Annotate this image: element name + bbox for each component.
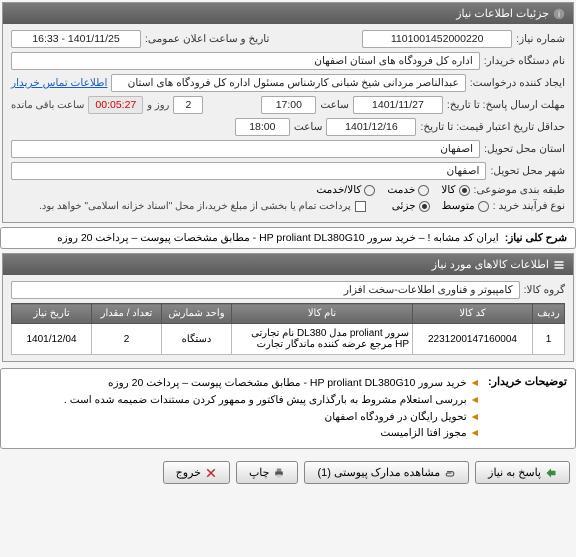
items-col-5: تاریخ نیاز — [12, 304, 92, 324]
radio-goods[interactable]: کالا — [441, 184, 469, 196]
radio-partial[interactable]: جزئی — [392, 200, 430, 212]
table-cell: 2 — [92, 324, 162, 355]
note-line: ◄ مجوز افتا الزامیست — [64, 425, 480, 442]
validity-label: حداقل تاریخ اعتبار قیمت: تا تاریخ: — [420, 121, 565, 133]
bullet-icon: ◄ — [467, 411, 480, 423]
attachments-button[interactable]: مشاهده مدارک پیوستی (1) — [304, 461, 469, 484]
topic-radio-group: کالا خدمت کالا/خدمت — [316, 184, 469, 196]
contact-link[interactable]: اطلاعات تماس خریدار — [11, 77, 107, 89]
announce-label: تاریخ و ساعت اعلان عمومی: — [145, 33, 269, 45]
need-desc-label: شرح کلی نیاز: — [505, 232, 567, 244]
validity-date-field: 1401/12/16 — [326, 118, 416, 136]
items-col-1: کد کالا — [413, 304, 533, 324]
topic-class-label: طبقه بندی موضوعی: — [474, 184, 565, 196]
time-label-1: ساعت — [320, 99, 349, 111]
day-label: روز و — [147, 100, 169, 111]
need-number-label: شماره نیاز: — [516, 33, 565, 45]
partial-payment-checkbox[interactable] — [355, 201, 366, 212]
remaining-label: ساعت باقی مانده — [11, 100, 84, 111]
partial-payment-note: پرداخت تمام یا بخشی از مبلغ خرید،از محل … — [39, 201, 351, 212]
delivery-province-label: استان محل تحویل: — [484, 143, 565, 155]
items-col-2: نام کالا — [232, 304, 413, 324]
items-panel-title: اطلاعات کالاهای مورد نیاز — [432, 258, 549, 271]
table-cell: سرور proliant مدل DL380 نام تجارتی HP مر… — [232, 324, 413, 355]
time-label-2: ساعت — [294, 121, 323, 133]
button-bar: پاسخ به نیاز مشاهده مدارک پیوستی (1) چاپ… — [0, 455, 576, 490]
deadline-time-field: 17:00 — [261, 96, 316, 114]
table-cell: 1 — [533, 324, 565, 355]
items-col-0: ردیف — [533, 304, 565, 324]
purchase-type-group: متوسط جزئی — [392, 200, 489, 212]
items-col-3: واحد شمارش — [162, 304, 232, 324]
radio-service[interactable]: خدمت — [387, 184, 429, 196]
requester-label: ایجاد کننده درخواست: — [470, 77, 565, 89]
radio-partial-dot — [419, 201, 430, 212]
reply-icon — [545, 467, 557, 479]
validity-time-field: 18:00 — [235, 118, 290, 136]
info-icon: i — [553, 8, 565, 20]
need-details-panel: i جزئیات اطلاعات نیاز شماره نیاز: 110100… — [2, 2, 574, 223]
reply-button[interactable]: پاسخ به نیاز — [475, 461, 570, 484]
table-cell: 2231200147160004 — [413, 324, 533, 355]
requester-field: عبدالناصر مردانی شیخ شبانی کارشناس مسئول… — [111, 74, 465, 92]
deadline-date-field: 1401/11/27 — [353, 96, 443, 114]
items-table: ردیفکد کالانام کالاواحد شمارشتعداد / مقد… — [11, 303, 565, 355]
radio-service-dot — [418, 185, 429, 196]
items-table-header-row: ردیفکد کالانام کالاواحد شمارشتعداد / مقد… — [12, 304, 565, 324]
delivery-city-field: اصفهان — [11, 162, 486, 180]
buyer-label: نام دستگاه خریدار: — [484, 55, 565, 67]
items-panel-header: اطلاعات کالاهای مورد نیاز — [3, 254, 573, 275]
table-cell: دستگاه — [162, 324, 232, 355]
need-desc-text: ایران کد مشابه ! – خرید سرور HP proliant… — [57, 232, 499, 244]
group-label: گروه کالا: — [524, 284, 565, 296]
print-button[interactable]: چاپ — [236, 461, 299, 484]
group-field: کامپیوتر و فناوری اطلاعات-سخت افزار — [11, 281, 520, 299]
bullet-icon: ◄ — [467, 394, 480, 406]
panel-title: جزئیات اطلاعات نیاز — [456, 7, 549, 20]
exit-icon — [205, 467, 217, 479]
delivery-city-label: شهر محل تحویل: — [490, 165, 565, 177]
panel-header: i جزئیات اطلاعات نیاز — [3, 3, 573, 24]
radio-both[interactable]: کالا/خدمت — [316, 184, 375, 196]
buyer-notes-box: توضیحات خریدار: ◄ خرید سرور HP proliant … — [0, 368, 576, 449]
radio-both-dot — [364, 185, 375, 196]
note-line: ◄ تحویل رایگان در فرودگاه اصفهان — [64, 409, 480, 426]
announce-field: 1401/11/25 - 16:33 — [11, 30, 141, 48]
note-line: ◄ بررسی استعلام مشروط به بارگذاری پیش فا… — [64, 392, 480, 409]
table-cell: 1401/12/04 — [12, 324, 92, 355]
days-left-field: 2 — [173, 96, 203, 114]
buyer-notes-text: ◄ خرید سرور HP proliant DL380G10 - مطابق… — [64, 375, 480, 442]
need-number-field: 1101001452000220 — [362, 30, 512, 48]
list-icon — [553, 259, 565, 271]
svg-text:i: i — [558, 10, 560, 19]
radio-medium-dot — [478, 201, 489, 212]
radio-goods-dot — [459, 185, 470, 196]
items-panel: اطلاعات کالاهای مورد نیاز گروه کالا: کام… — [2, 253, 574, 362]
delivery-province-field: اصفهان — [11, 140, 480, 158]
buyer-field: اداره کل فرودگاه های استان اصفهان — [11, 52, 480, 70]
table-row[interactable]: 12231200147160004سرور proliant مدل DL380… — [12, 324, 565, 355]
attachment-icon — [444, 467, 456, 479]
radio-medium[interactable]: متوسط — [442, 200, 489, 212]
deadline-label: مهلت ارسال پاسخ: تا تاریخ: — [447, 99, 565, 111]
need-description-box: شرح کلی نیاز: ایران کد مشابه ! – خرید سر… — [0, 227, 576, 249]
purchase-type-label: نوع فرآیند خرید : — [493, 200, 565, 212]
exit-button[interactable]: خروج — [163, 461, 230, 484]
bullet-icon: ◄ — [467, 377, 480, 389]
bullet-icon: ◄ — [467, 427, 480, 439]
buyer-notes-label: توضیحات خریدار: — [488, 375, 567, 442]
countdown-timer: 00:05:27 — [88, 96, 143, 114]
items-col-4: تعداد / مقدار — [92, 304, 162, 324]
print-icon — [273, 467, 285, 479]
note-line: ◄ خرید سرور HP proliant DL380G10 - مطابق… — [64, 375, 480, 392]
